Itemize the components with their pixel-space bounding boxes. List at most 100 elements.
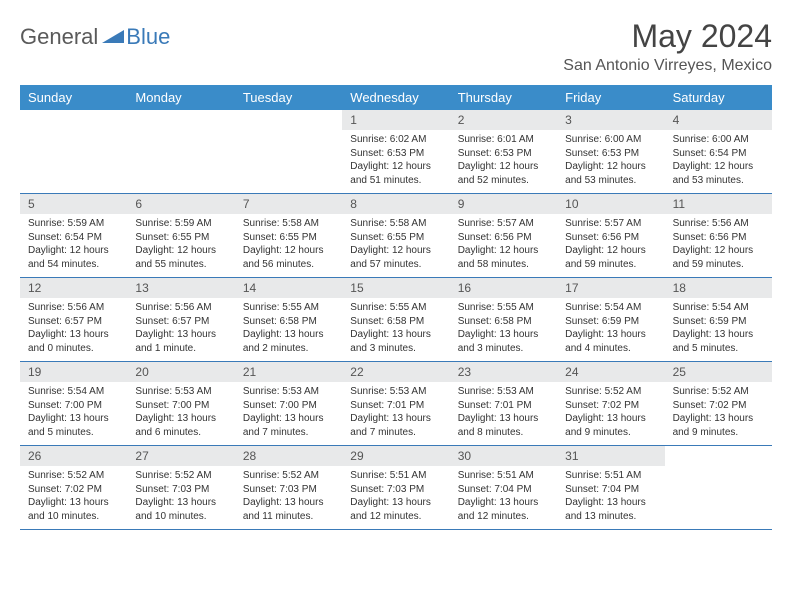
day-number: 22 (342, 362, 449, 382)
day-number: 13 (127, 278, 234, 298)
calendar-cell: 4Sunrise: 6:00 AMSunset: 6:54 PMDaylight… (665, 110, 772, 193)
day-number: 5 (20, 194, 127, 214)
calendar-cell: 18Sunrise: 5:54 AMSunset: 6:59 PMDayligh… (665, 278, 772, 361)
day-details: Sunrise: 5:56 AMSunset: 6:56 PMDaylight:… (665, 214, 772, 277)
day-header-row: SundayMondayTuesdayWednesdayThursdayFrid… (20, 85, 772, 110)
calendar-cell: 9Sunrise: 5:57 AMSunset: 6:56 PMDaylight… (450, 194, 557, 277)
day-details: Sunrise: 6:02 AMSunset: 6:53 PMDaylight:… (342, 130, 449, 193)
day-details: Sunrise: 5:52 AMSunset: 7:03 PMDaylight:… (235, 466, 342, 529)
calendar-cell (127, 110, 234, 193)
day-number: 1 (342, 110, 449, 130)
day-number: 6 (127, 194, 234, 214)
calendar-cell: 5Sunrise: 5:59 AMSunset: 6:54 PMDaylight… (20, 194, 127, 277)
calendar-cell: 3Sunrise: 6:00 AMSunset: 6:53 PMDaylight… (557, 110, 664, 193)
day-number: 9 (450, 194, 557, 214)
day-number: 12 (20, 278, 127, 298)
location-label: San Antonio Virreyes, Mexico (563, 57, 772, 75)
day-details: Sunrise: 5:58 AMSunset: 6:55 PMDaylight:… (342, 214, 449, 277)
day-details: Sunrise: 6:00 AMSunset: 6:53 PMDaylight:… (557, 130, 664, 193)
calendar-cell: 31Sunrise: 5:51 AMSunset: 7:04 PMDayligh… (557, 446, 664, 529)
day-number: 18 (665, 278, 772, 298)
calendar-cell: 15Sunrise: 5:55 AMSunset: 6:58 PMDayligh… (342, 278, 449, 361)
calendar-cell: 6Sunrise: 5:59 AMSunset: 6:55 PMDaylight… (127, 194, 234, 277)
day-details: Sunrise: 5:55 AMSunset: 6:58 PMDaylight:… (450, 298, 557, 361)
calendar-cell: 2Sunrise: 6:01 AMSunset: 6:53 PMDaylight… (450, 110, 557, 193)
day-details: Sunrise: 5:54 AMSunset: 6:59 PMDaylight:… (665, 298, 772, 361)
day-number: 31 (557, 446, 664, 466)
day-details: Sunrise: 5:57 AMSunset: 6:56 PMDaylight:… (557, 214, 664, 277)
day-details: Sunrise: 5:52 AMSunset: 7:02 PMDaylight:… (665, 382, 772, 445)
title-block: May 2024 San Antonio Virreyes, Mexico (563, 18, 772, 75)
day-details: Sunrise: 5:51 AMSunset: 7:03 PMDaylight:… (342, 466, 449, 529)
day-number: 27 (127, 446, 234, 466)
logo-text-general: General (20, 24, 98, 50)
day-details: Sunrise: 5:52 AMSunset: 7:03 PMDaylight:… (127, 466, 234, 529)
calendar-cell (235, 110, 342, 193)
calendar-cell: 11Sunrise: 5:56 AMSunset: 6:56 PMDayligh… (665, 194, 772, 277)
calendar-cell: 28Sunrise: 5:52 AMSunset: 7:03 PMDayligh… (235, 446, 342, 529)
calendar: SundayMondayTuesdayWednesdayThursdayFrid… (20, 85, 772, 530)
calendar-cell: 25Sunrise: 5:52 AMSunset: 7:02 PMDayligh… (665, 362, 772, 445)
week-row: 12Sunrise: 5:56 AMSunset: 6:57 PMDayligh… (20, 278, 772, 362)
day-header-cell: Thursday (450, 85, 557, 110)
day-number: 2 (450, 110, 557, 130)
day-details: Sunrise: 5:55 AMSunset: 6:58 PMDaylight:… (342, 298, 449, 361)
header: General Blue May 2024 San Antonio Virrey… (20, 18, 772, 75)
day-number: 15 (342, 278, 449, 298)
day-details: Sunrise: 5:54 AMSunset: 7:00 PMDaylight:… (20, 382, 127, 445)
logo: General Blue (20, 18, 170, 50)
calendar-cell: 30Sunrise: 5:51 AMSunset: 7:04 PMDayligh… (450, 446, 557, 529)
logo-triangle-icon (102, 27, 124, 48)
calendar-cell: 20Sunrise: 5:53 AMSunset: 7:00 PMDayligh… (127, 362, 234, 445)
calendar-cell: 24Sunrise: 5:52 AMSunset: 7:02 PMDayligh… (557, 362, 664, 445)
calendar-cell: 21Sunrise: 5:53 AMSunset: 7:00 PMDayligh… (235, 362, 342, 445)
day-details: Sunrise: 5:53 AMSunset: 7:00 PMDaylight:… (235, 382, 342, 445)
day-details: Sunrise: 5:52 AMSunset: 7:02 PMDaylight:… (557, 382, 664, 445)
day-details: Sunrise: 5:51 AMSunset: 7:04 PMDaylight:… (557, 466, 664, 529)
day-number: 10 (557, 194, 664, 214)
week-row: 1Sunrise: 6:02 AMSunset: 6:53 PMDaylight… (20, 110, 772, 194)
day-number: 24 (557, 362, 664, 382)
day-header-cell: Monday (127, 85, 234, 110)
day-details: Sunrise: 5:53 AMSunset: 7:00 PMDaylight:… (127, 382, 234, 445)
day-number: 3 (557, 110, 664, 130)
calendar-cell: 1Sunrise: 6:02 AMSunset: 6:53 PMDaylight… (342, 110, 449, 193)
day-number: 26 (20, 446, 127, 466)
day-details: Sunrise: 5:51 AMSunset: 7:04 PMDaylight:… (450, 466, 557, 529)
calendar-cell: 12Sunrise: 5:56 AMSunset: 6:57 PMDayligh… (20, 278, 127, 361)
day-details: Sunrise: 5:56 AMSunset: 6:57 PMDaylight:… (20, 298, 127, 361)
calendar-cell: 29Sunrise: 5:51 AMSunset: 7:03 PMDayligh… (342, 446, 449, 529)
week-row: 26Sunrise: 5:52 AMSunset: 7:02 PMDayligh… (20, 446, 772, 530)
day-number: 11 (665, 194, 772, 214)
day-number: 28 (235, 446, 342, 466)
day-details: Sunrise: 6:01 AMSunset: 6:53 PMDaylight:… (450, 130, 557, 193)
day-details: Sunrise: 5:58 AMSunset: 6:55 PMDaylight:… (235, 214, 342, 277)
day-number: 25 (665, 362, 772, 382)
calendar-cell: 26Sunrise: 5:52 AMSunset: 7:02 PMDayligh… (20, 446, 127, 529)
day-details: Sunrise: 5:52 AMSunset: 7:02 PMDaylight:… (20, 466, 127, 529)
day-header-cell: Saturday (665, 85, 772, 110)
logo-text-blue: Blue (126, 24, 170, 50)
day-details: Sunrise: 5:59 AMSunset: 6:54 PMDaylight:… (20, 214, 127, 277)
day-number: 17 (557, 278, 664, 298)
calendar-cell: 16Sunrise: 5:55 AMSunset: 6:58 PMDayligh… (450, 278, 557, 361)
day-header-cell: Tuesday (235, 85, 342, 110)
day-details: Sunrise: 5:53 AMSunset: 7:01 PMDaylight:… (450, 382, 557, 445)
month-title: May 2024 (563, 18, 772, 55)
day-details: Sunrise: 6:00 AMSunset: 6:54 PMDaylight:… (665, 130, 772, 193)
weeks-container: 1Sunrise: 6:02 AMSunset: 6:53 PMDaylight… (20, 110, 772, 530)
day-details: Sunrise: 5:55 AMSunset: 6:58 PMDaylight:… (235, 298, 342, 361)
day-number: 19 (20, 362, 127, 382)
calendar-cell: 10Sunrise: 5:57 AMSunset: 6:56 PMDayligh… (557, 194, 664, 277)
calendar-cell: 8Sunrise: 5:58 AMSunset: 6:55 PMDaylight… (342, 194, 449, 277)
day-number: 14 (235, 278, 342, 298)
day-number: 21 (235, 362, 342, 382)
day-details: Sunrise: 5:59 AMSunset: 6:55 PMDaylight:… (127, 214, 234, 277)
calendar-cell: 27Sunrise: 5:52 AMSunset: 7:03 PMDayligh… (127, 446, 234, 529)
day-details: Sunrise: 5:56 AMSunset: 6:57 PMDaylight:… (127, 298, 234, 361)
day-number: 16 (450, 278, 557, 298)
day-number: 30 (450, 446, 557, 466)
day-header-cell: Friday (557, 85, 664, 110)
day-header-cell: Sunday (20, 85, 127, 110)
calendar-cell: 7Sunrise: 5:58 AMSunset: 6:55 PMDaylight… (235, 194, 342, 277)
